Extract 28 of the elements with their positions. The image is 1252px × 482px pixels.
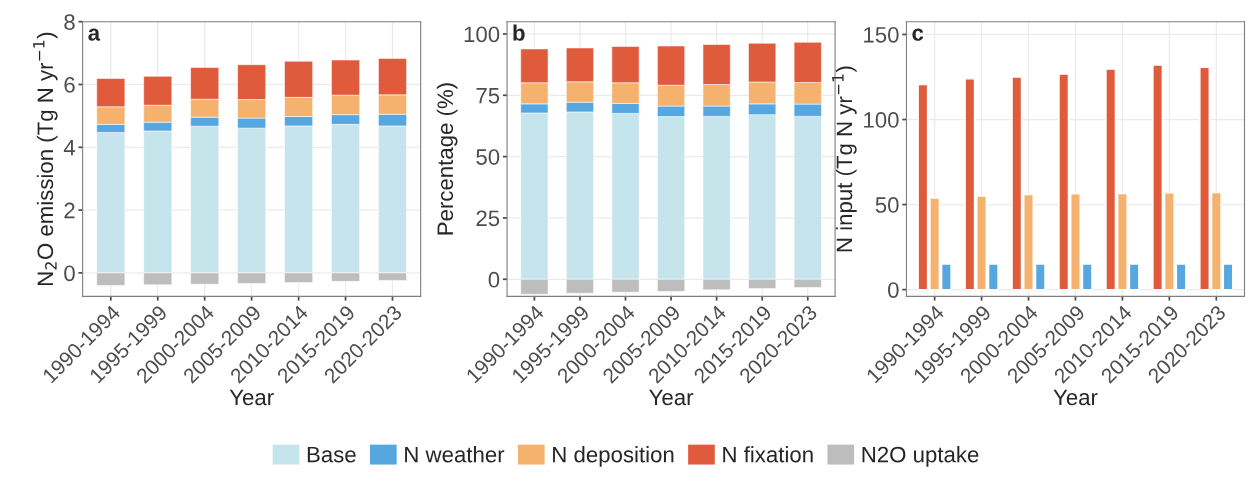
- y-tick-label: 8: [64, 14, 75, 30]
- y-tick-label: 150: [864, 26, 899, 43]
- y-tick-label: 0: [888, 282, 899, 298]
- y-tick-label: 100: [464, 26, 500, 43]
- y-tick-label: 0: [64, 265, 75, 282]
- y-tick-label: 50: [875, 197, 899, 213]
- x-axis-title: Year: [649, 389, 694, 406]
- y-tick-label: 25: [476, 210, 500, 227]
- x-axis-title: Year: [229, 389, 274, 406]
- y-axis-title: N$_{2}$O emission (Tg N yr$^{−1}$): [33, 32, 58, 286]
- legend-label: Base: [307, 446, 356, 463]
- y-tick-label: 75: [476, 88, 500, 104]
- y-axis-title: N input (Tg N yr$^{−1}$): [832, 66, 857, 252]
- y-tick-label: 2: [64, 202, 75, 219]
- y-tick-label: 0: [488, 271, 500, 288]
- legend-label: N weather: [405, 446, 505, 463]
- y-tick-label: 50: [476, 149, 500, 165]
- legend-label: N2O uptake: [862, 446, 979, 467]
- y-tick-label: 6: [64, 77, 75, 93]
- legend-label: N deposition: [553, 446, 674, 467]
- chart-title: a: [88, 28, 101, 41]
- y-axis-title: Percentage (%): [436, 83, 458, 235]
- legend-label: N fixation: [723, 446, 813, 463]
- y-tick-label: 4: [63, 140, 76, 156]
- x-axis-title: Year: [1053, 389, 1098, 406]
- y-tick-label: 100: [864, 112, 899, 128]
- chart-title: c: [912, 28, 924, 41]
- chart-title: b: [513, 24, 525, 41]
